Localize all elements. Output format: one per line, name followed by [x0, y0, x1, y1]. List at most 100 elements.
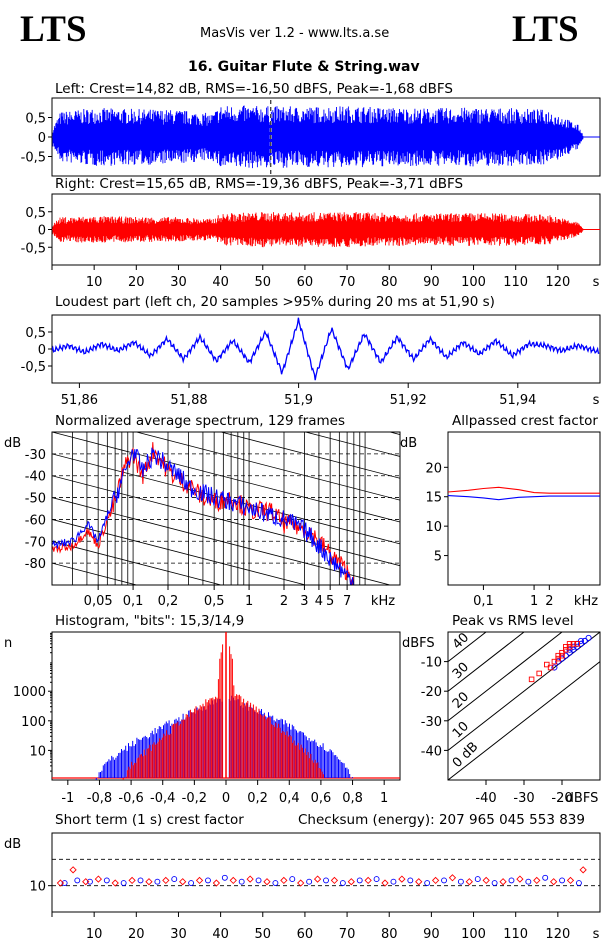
short-term-x-tick-label: 60	[297, 927, 314, 942]
histogram-y-tick-label: 1000	[13, 685, 46, 700]
short-term-point-right	[398, 875, 406, 883]
short-term-point-right	[280, 876, 288, 885]
x-tick-label-1: 30	[170, 275, 187, 290]
histogram-x-tick-label: -0,8	[87, 791, 112, 806]
histogram-x-tick-label: 0,2	[247, 791, 268, 806]
peak-vs-rms-point-right	[536, 670, 542, 677]
x-tick-label-1: 70	[339, 275, 356, 290]
short-term-x-tick-label: 20	[128, 927, 145, 942]
short-term-x-tick-label: 70	[339, 927, 356, 942]
y-tick-label-loudest: 0	[38, 343, 46, 358]
histogram-x-tick-label: 0,8	[342, 791, 363, 806]
peak-vs-rms-point-right	[566, 644, 573, 650]
x-tick-label-loudest: 51,9	[284, 393, 313, 408]
short-term-point-left	[306, 878, 313, 885]
spectrum-y-tick-label: -50	[25, 492, 46, 507]
peak-vs-rms-point-left	[577, 637, 585, 644]
checksum-label: Checksum (energy): 207 965 045 553 839	[298, 812, 585, 828]
short-term-point-left	[61, 880, 68, 886]
histogram-x-tick-label: -1	[61, 791, 74, 806]
short-term-x-tick-label: 90	[423, 927, 440, 942]
short-term-point-left	[188, 880, 195, 886]
allpassed-x-tick-label: 1	[530, 594, 538, 609]
short-term-point-left	[339, 880, 346, 886]
spectrum-x-tick-label: 5	[326, 594, 334, 609]
short-term-point-right	[465, 878, 473, 886]
short-term-point-left	[575, 880, 582, 886]
short-term-point-right	[162, 876, 170, 885]
x-tick-label-1: 120	[545, 275, 570, 290]
short-term-frame	[51, 832, 601, 913]
y-tick-label-1: -0,5	[21, 241, 46, 256]
short-term-point-left	[221, 874, 228, 881]
short-term-point-left	[137, 877, 144, 884]
short-term-point-left	[441, 877, 447, 884]
short-term-point-left	[74, 877, 81, 884]
short-term-point-right	[431, 876, 440, 885]
x-tick-label-1: 110	[503, 275, 528, 290]
loudest-part-trace	[52, 317, 600, 381]
x-tick-label-1: 20	[128, 275, 145, 290]
short-term-point-right	[297, 879, 305, 887]
short-term-point-right	[516, 875, 524, 883]
short-term-point-right	[347, 878, 355, 886]
loudest-part-title: Loudest part (left ch, 20 samples >95% d…	[55, 294, 495, 310]
spectrum-x-tick-label: 0,2	[158, 594, 179, 609]
peak-vs-rms-point-right	[563, 644, 569, 650]
short-term-point-left	[525, 878, 532, 885]
peak-vs-rms-crest-label: 40	[450, 630, 472, 652]
spectrum-y-tick-label: -80	[25, 557, 46, 572]
histogram-x-tick-label: 0,6	[311, 791, 332, 806]
short-term-point-left	[373, 876, 380, 883]
spectrum-slope-line	[388, 432, 400, 435]
short-term-point-right	[94, 875, 103, 883]
short-term-point-right	[415, 878, 423, 886]
peak-vs-rms-y-tick-label: -20	[421, 685, 442, 700]
peak-vs-rms-point-right	[559, 649, 565, 656]
peak-vs-rms-crest-line	[448, 632, 487, 663]
short-term-point-left	[238, 878, 245, 885]
peak-vs-rms-crest-line	[448, 632, 525, 692]
short-term-x-tick-label: 120	[545, 927, 570, 942]
x-tick-label-1: 80	[381, 275, 398, 290]
short-term-point-left	[390, 878, 397, 885]
short-term-point-right	[212, 879, 221, 887]
short-term-y-tick-label: 10	[29, 880, 46, 895]
y-tick-label-0: -0,5	[21, 151, 46, 166]
peak-vs-rms-point-right	[563, 647, 569, 653]
lts-logo-right: LTS	[512, 9, 579, 50]
spectrum-x-tick-label: 7	[343, 594, 351, 609]
short-term-point-right	[82, 878, 90, 886]
peak-vs-rms-x-unit: dBFS	[566, 791, 599, 806]
x-tick-label-1: 10	[86, 275, 103, 290]
allpassed-crest-title: Allpassed crest factor	[452, 413, 598, 429]
spectrum-x-tick-label: 4	[315, 594, 323, 609]
spectrum-y-tick-label: -60	[25, 513, 46, 528]
allpassed-x-tick-label: 2	[545, 594, 553, 609]
y-tick-label-loudest: -0,5	[21, 360, 46, 375]
allpassed-trace-left	[447, 495, 600, 501]
short-term-point-right	[263, 878, 271, 886]
histogram-x-tick-label: -0,2	[182, 791, 207, 806]
peak-vs-rms-point-right	[555, 655, 561, 662]
spectrum-slope-line	[52, 519, 308, 585]
y-tick-label-0: 0	[38, 131, 46, 146]
short-term-point-left	[474, 876, 481, 883]
peak-vs-rms-point-left	[558, 655, 566, 662]
allpassed-x-tick-label: 0,1	[473, 594, 494, 609]
x-tick-label-loudest: 51,92	[390, 393, 427, 408]
peak-vs-rms-crest-label: 10	[450, 719, 472, 741]
x-unit-label-loudest: s	[593, 393, 600, 408]
spectrum-x-tick-label: 0,1	[123, 594, 144, 609]
peak-vs-rms-y-tick-label: -10	[421, 656, 442, 671]
histogram-x-tick-label: 0,4	[279, 791, 300, 806]
short-term-point-right	[313, 875, 322, 883]
waveform-trace-0	[52, 105, 584, 169]
short-term-x-tick-label: 110	[503, 927, 528, 942]
short-term-point-left	[289, 876, 296, 883]
spectrum-slope-line	[52, 432, 400, 523]
short-term-crest-title: Short term (1 s) crest factor	[55, 812, 244, 828]
peak-vs-rms-point-left	[574, 643, 581, 650]
short-term-point-left	[356, 877, 363, 884]
peak-vs-rms-point-right	[528, 676, 535, 683]
